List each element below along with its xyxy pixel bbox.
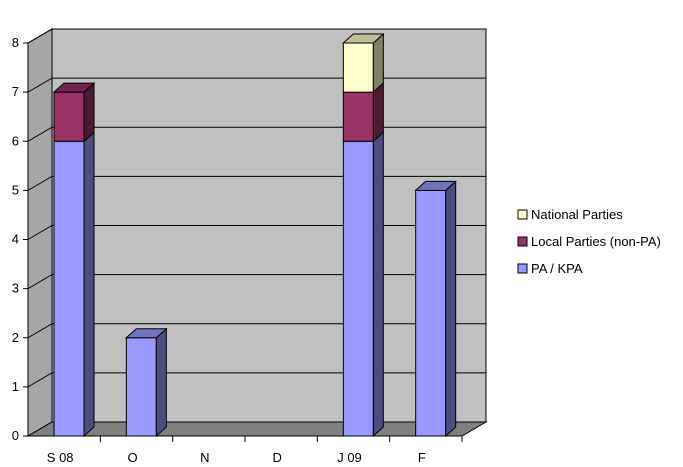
legend-swatch: [517, 263, 528, 274]
legend-swatch: [517, 209, 528, 220]
legend-label: National Parties: [531, 207, 623, 222]
bar-front: [342, 42, 374, 93]
x-tick-label: N: [200, 450, 209, 462]
bar-segment: [53, 131, 95, 438]
bar-segment: [415, 180, 457, 438]
bar-segment: [125, 327, 167, 438]
gridline: [27, 126, 486, 142]
bar-segment: [342, 131, 384, 438]
bar-front: [53, 91, 85, 142]
bar-top: [414, 180, 457, 191]
legend-swatch: [517, 236, 528, 247]
gridline: [27, 28, 486, 44]
bar-top: [342, 33, 385, 44]
gridline: [27, 77, 486, 93]
y-tick-label: 0: [12, 428, 19, 443]
y-tick-labels: 0 1 2 3 4 5 6 7 8: [12, 35, 19, 443]
bar-front: [125, 337, 157, 437]
x-tick-label: S 08: [47, 450, 74, 462]
gridline: [27, 175, 486, 191]
x-tick-label: O: [127, 450, 137, 462]
y-tick-label: 3: [12, 281, 19, 296]
bar-side: [155, 327, 167, 438]
gridline: [27, 225, 486, 240]
y-tick-label: 5: [12, 182, 19, 197]
bar-front: [53, 140, 85, 437]
bar-side: [372, 131, 384, 438]
gridlines: [27, 28, 486, 388]
legend-item: National Parties: [517, 207, 623, 222]
bar-side: [83, 82, 95, 143]
y-tick-label: 6: [12, 133, 19, 148]
x-tick-label: F: [418, 450, 426, 462]
bar-side: [372, 32, 384, 94]
x-tick-labels: S 08 O N D J 09 F: [47, 450, 426, 465]
bar-top: [125, 328, 168, 339]
bar-side: [83, 131, 95, 438]
y-tick-label: 7: [12, 84, 19, 99]
bar-front: [342, 91, 374, 142]
x-tick-label: D: [272, 450, 281, 462]
bar-front: [342, 140, 374, 437]
gridline: [27, 372, 486, 388]
legend: National Parties Local Parties (non-PA) PA…: [517, 207, 661, 276]
x-tick-label: J 09: [337, 450, 362, 462]
y-tick-label: 1: [12, 379, 19, 394]
legend-label: Local Parties (non-PA): [531, 234, 661, 249]
bar-front: [415, 189, 447, 437]
y-tick-label: 4: [12, 232, 19, 247]
bars: [52, 32, 457, 438]
y-tick-label: 2: [12, 330, 19, 345]
legend-label: PA / KPA: [531, 261, 583, 276]
legend-item: PA / KPA: [517, 261, 583, 276]
axes: [23, 42, 463, 442]
gridline: [27, 323, 486, 339]
bar-side: [372, 82, 384, 143]
y-tick-label: 8: [12, 35, 19, 50]
bar-top: [52, 82, 96, 93]
bar-segment: [53, 82, 95, 143]
gridline: [27, 274, 486, 290]
legend-item: Local Parties (non-PA): [517, 234, 661, 249]
bar-side: [445, 180, 457, 438]
bar-segment: [342, 32, 384, 94]
